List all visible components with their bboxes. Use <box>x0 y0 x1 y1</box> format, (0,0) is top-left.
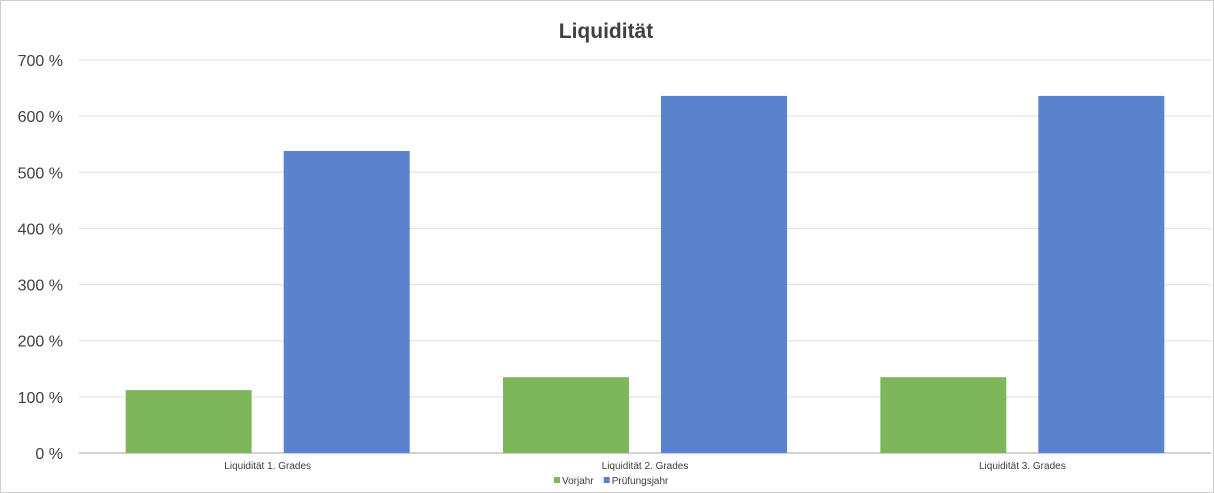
bar-pruefungsjahr <box>1038 95 1165 453</box>
bar-pruefungsjahr <box>661 95 787 453</box>
y-tick-label: 500 % <box>18 165 63 182</box>
y-tick-label: 100 % <box>18 390 63 407</box>
x-tick-label: Liquidität 3. Grades <box>979 461 1066 472</box>
legend-label: Prüfungsjahr <box>612 476 669 487</box>
legend-label: Vorjahr <box>562 476 594 487</box>
y-tick-label: 300 % <box>18 278 63 295</box>
x-tick-label: Liquidität 2. Grades <box>602 461 689 472</box>
y-tick-label: 600 % <box>18 109 63 126</box>
chart-title: Liquidität <box>559 20 653 43</box>
y-tick-label: 0 % <box>35 446 63 463</box>
y-tick-label: 400 % <box>18 221 63 238</box>
x-tick-label: Liquidität 1. Grades <box>224 461 311 472</box>
y-tick-label: 200 % <box>18 334 63 351</box>
legend: Vorjahr Prüfungsjahr <box>554 476 669 487</box>
legend-swatch <box>554 477 560 483</box>
legend-swatch <box>603 477 610 483</box>
bar-vorjahr <box>503 377 629 453</box>
bar-pruefungsjahr <box>283 150 410 454</box>
y-tick-label: 700 % <box>18 53 63 70</box>
bar-vorjahr <box>880 377 1007 453</box>
bar-vorjahr <box>125 390 252 453</box>
